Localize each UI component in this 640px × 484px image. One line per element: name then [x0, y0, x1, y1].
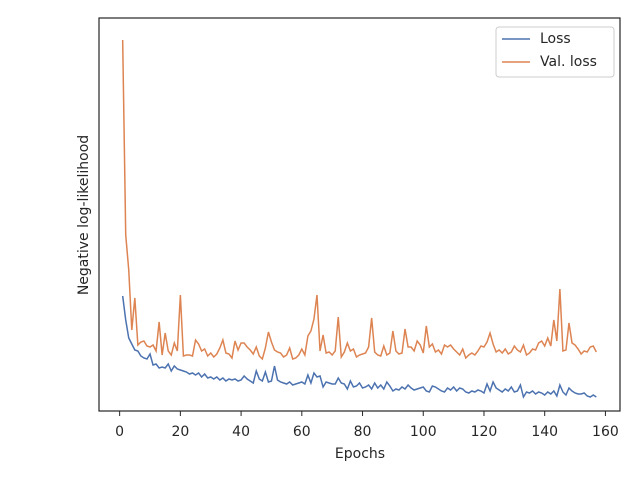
x-tick-label: 80 — [354, 424, 372, 440]
x-tick-label: 100 — [410, 424, 437, 440]
line-series — [121, 39, 597, 361]
x-tick-label: 40 — [232, 424, 250, 440]
x-tick-label: 60 — [293, 424, 311, 440]
y-axis-label: Negative log-likelihood — [76, 135, 92, 295]
x-tick-label: 20 — [171, 424, 189, 440]
legend-label: Val. loss — [540, 54, 597, 70]
x-axis-label: Epochs — [335, 446, 385, 462]
x-tick-label: 140 — [531, 424, 558, 440]
x-tick-label: 160 — [592, 424, 619, 440]
plot-frame — [98, 17, 621, 412]
x-tick-label: 0 — [115, 424, 124, 440]
legend-label: Loss — [540, 31, 571, 47]
line-series — [121, 295, 597, 399]
x-tick-label: 120 — [471, 424, 498, 440]
